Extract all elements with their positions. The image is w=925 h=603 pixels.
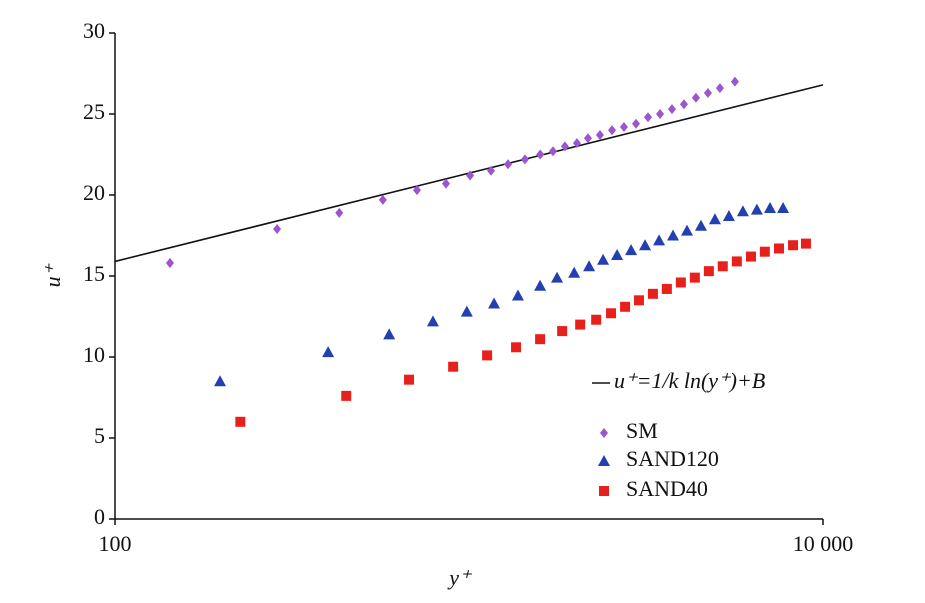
y-tick-label: 25 [83, 99, 105, 124]
data-point [534, 279, 547, 291]
data-point [549, 146, 558, 157]
data-point [536, 149, 545, 160]
data-point [448, 361, 459, 372]
y-tick-label: 30 [83, 18, 105, 43]
legend-label: SAND120 [626, 446, 719, 471]
y-tick-label: 15 [83, 261, 105, 286]
data-point [759, 246, 770, 257]
legend-label: SAND40 [626, 476, 708, 501]
data-point [625, 244, 638, 256]
legend-label: SM [626, 418, 658, 443]
data-point [341, 390, 352, 401]
data-point [378, 194, 387, 205]
data-point [730, 76, 739, 87]
data-point [335, 207, 344, 218]
data-point [731, 256, 742, 267]
data-point [511, 289, 524, 301]
data-point [656, 109, 665, 119]
data-point [487, 165, 496, 176]
data-point [595, 130, 604, 141]
data-point [703, 266, 714, 277]
data-point [800, 238, 811, 249]
data-point [620, 301, 631, 312]
data-point [611, 248, 624, 260]
data-point [572, 138, 581, 149]
data-point [557, 326, 568, 337]
data-point [441, 178, 450, 189]
data-point [667, 229, 680, 241]
data-point [736, 205, 749, 217]
data-point [568, 266, 581, 278]
data-point [681, 224, 694, 236]
data-point [322, 346, 335, 358]
data-point [708, 213, 721, 225]
data-point [165, 258, 174, 269]
x-tick-label: 100 [99, 531, 132, 556]
data-point [412, 185, 421, 196]
data-point [608, 125, 617, 136]
data-point [560, 141, 569, 152]
data-point [460, 305, 473, 317]
data-point [633, 295, 644, 306]
y-tick-label: 0 [94, 504, 105, 529]
data-point [583, 133, 592, 144]
data-point [535, 334, 546, 345]
data-point [583, 260, 596, 272]
data-point [511, 342, 522, 353]
data-point [466, 170, 475, 181]
data-point [644, 112, 653, 123]
data-point [591, 314, 602, 325]
data-point [488, 297, 501, 309]
data-point [504, 159, 513, 170]
legend-marker [600, 428, 608, 438]
y-tick-label: 5 [94, 423, 105, 448]
data-point [606, 308, 617, 319]
data-point [777, 201, 790, 213]
data-point [788, 240, 799, 251]
data-point [745, 251, 756, 262]
data-point [661, 283, 672, 294]
data-point [273, 224, 282, 235]
data-point [773, 243, 784, 254]
data-point [551, 271, 564, 283]
y-axis-label: u⁺ [40, 262, 65, 287]
data-point [715, 83, 724, 94]
data-point [619, 121, 628, 132]
legend-marker [599, 486, 609, 496]
data-point [235, 416, 246, 427]
y-tick-label: 20 [83, 180, 105, 205]
data-point [675, 277, 686, 288]
data-point [689, 272, 700, 283]
data-point [575, 319, 586, 330]
data-point [717, 261, 728, 272]
x-tick-label: 10 000 [793, 531, 854, 556]
data-point [691, 92, 700, 103]
data-point [631, 118, 640, 129]
x-axis-label: y⁺ [447, 565, 473, 590]
data-point [214, 375, 227, 387]
data-point [383, 328, 396, 340]
data-point [482, 350, 493, 361]
data-point [597, 253, 610, 265]
data-point [653, 234, 666, 246]
legend-marker [598, 455, 610, 466]
data-point [750, 203, 763, 215]
data-point [639, 239, 652, 251]
data-point [679, 99, 688, 110]
legend-label: u⁺=1/k ln(y⁺)+B [614, 368, 765, 393]
data-point [647, 288, 658, 299]
data-point [722, 210, 735, 222]
data-point [426, 315, 439, 327]
data-point [404, 374, 415, 385]
data-point [668, 104, 677, 115]
y-tick-label: 10 [83, 342, 105, 367]
data-point [703, 87, 712, 98]
data-point [764, 201, 777, 213]
data-point [520, 154, 529, 165]
data-point [694, 219, 707, 231]
